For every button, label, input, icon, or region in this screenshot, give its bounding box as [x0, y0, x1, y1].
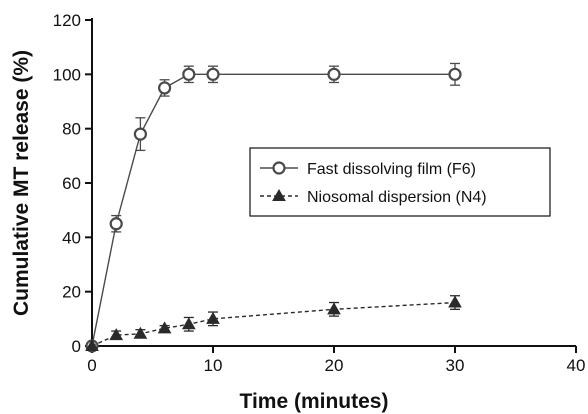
legend: Fast dissolving film (F6) Niosomal disper… — [249, 147, 551, 217]
series-2 — [85, 295, 462, 351]
x-tick-label: 10 — [204, 356, 223, 375]
series-1 — [85, 62, 462, 353]
data-point — [157, 321, 172, 334]
data-point — [133, 326, 148, 339]
data-point — [158, 81, 172, 95]
data-point — [448, 295, 462, 308]
legend-marker — [272, 188, 286, 201]
data-point — [448, 67, 462, 81]
data-point — [182, 67, 196, 81]
y-tick-label: 0 — [72, 337, 81, 356]
x-axis-title: Time (minutes) — [240, 390, 389, 413]
data-point — [85, 338, 99, 351]
data-point — [109, 328, 124, 341]
y-axis-title: Cumulative MT release (%) — [10, 50, 33, 316]
x-tick-label: 0 — [87, 356, 96, 375]
y-tick-label: 100 — [53, 65, 81, 84]
y-tick-label: 40 — [62, 228, 81, 247]
legend-label: Fast dissolving film (F6) — [307, 161, 476, 178]
series-line — [91, 73, 455, 347]
data-point — [109, 217, 123, 231]
data-point — [206, 67, 220, 81]
y-tick-label: 60 — [62, 174, 81, 193]
y-tick-label: 120 — [53, 11, 81, 30]
data-point — [133, 127, 147, 141]
series-line — [91, 301, 456, 347]
data-point — [206, 311, 220, 324]
x-tick-label: 30 — [446, 356, 465, 375]
legend-box — [249, 147, 551, 217]
x-tick-label: 20 — [325, 356, 344, 375]
y-tick-label: 20 — [62, 283, 81, 302]
series-layer — [85, 62, 462, 353]
legend-label: Niosomal dispersion (N4) — [307, 189, 487, 206]
axes: 0 20 40 60 80 100 120 0 10 20 30 40 — [53, 11, 586, 375]
data-point — [327, 67, 341, 81]
legend-marker — [272, 161, 286, 175]
data-point — [181, 317, 196, 330]
x-tick-label: 40 — [567, 356, 586, 375]
y-tick-label: 80 — [62, 120, 81, 139]
data-point — [327, 302, 341, 315]
